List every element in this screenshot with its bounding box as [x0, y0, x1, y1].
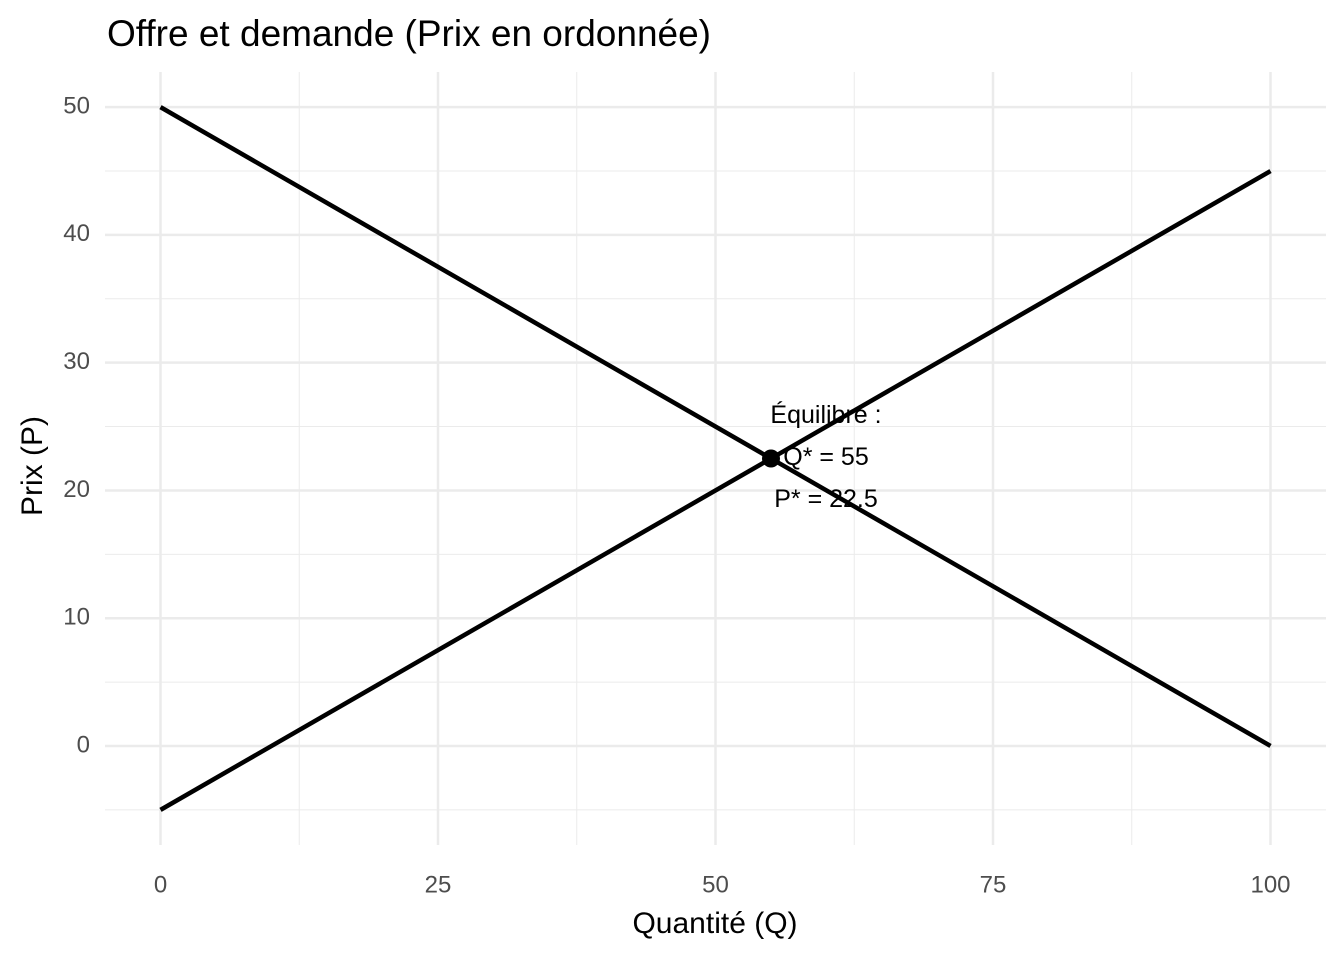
equilibrium-point	[762, 449, 780, 468]
y-tick-label: 50	[63, 92, 90, 119]
y-axis-label: Prix (P)	[16, 416, 49, 516]
x-tick-label: 25	[425, 871, 452, 898]
x-tick-label: 100	[1250, 871, 1290, 898]
y-tick-label: 20	[63, 476, 90, 503]
annotation: Équilibre :	[770, 400, 881, 429]
y-tick-label: 40	[63, 220, 90, 247]
y-tick-label: 0	[77, 731, 90, 758]
annotation: Q* = 55	[783, 443, 868, 471]
line	[159, 169, 1272, 812]
annotation: P* = 22.5	[774, 485, 878, 513]
y-tick-label: 10	[63, 604, 90, 631]
x-tick-label: 50	[702, 871, 729, 898]
x-axis-label: Quantité (Q)	[632, 907, 797, 940]
x-tick-label: 75	[980, 871, 1007, 898]
line	[159, 105, 1272, 748]
y-tick-label: 30	[63, 348, 90, 375]
chart-title: Offre et demande (Prix en ordonnée)	[107, 13, 711, 54]
x-tick-label: 0	[154, 871, 167, 898]
